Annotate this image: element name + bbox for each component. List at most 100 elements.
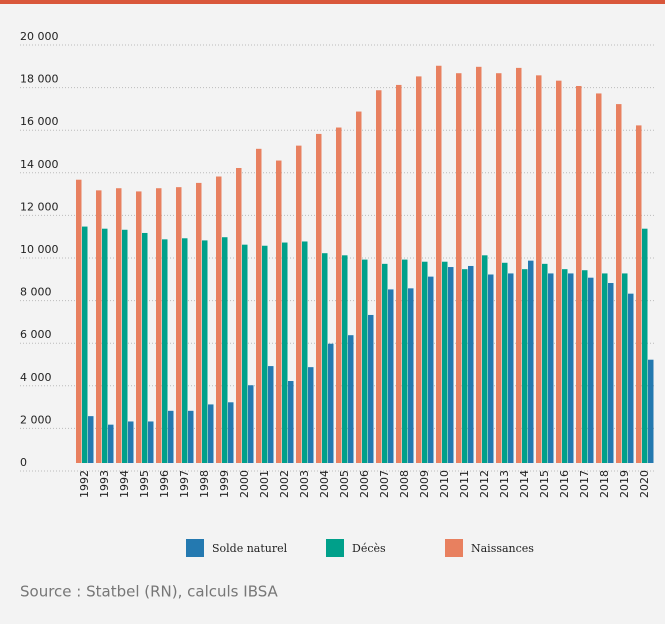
bar: [328, 343, 334, 463]
bar: [408, 288, 414, 463]
bar: [222, 237, 228, 463]
bar: [188, 410, 194, 463]
y-tick-label: 10 000: [20, 243, 59, 256]
y-tick-label: 18 000: [20, 73, 59, 86]
bar: [102, 228, 108, 463]
bar: [522, 269, 528, 463]
x-tick-label: 1996: [158, 470, 171, 498]
legend-label: Décès: [352, 542, 386, 555]
x-tick-label: 2013: [498, 470, 511, 498]
bar: [568, 273, 574, 463]
legend-label: Naissances: [471, 542, 534, 555]
bar: [202, 240, 208, 463]
bar: [342, 255, 348, 463]
bar: [76, 179, 82, 463]
x-tick-label: 2009: [418, 470, 431, 498]
bar: [576, 85, 582, 464]
bar: [82, 226, 88, 463]
x-tick-label: 1999: [218, 470, 231, 498]
bar: [376, 90, 382, 463]
bar: [516, 67, 522, 463]
legend-swatch: [186, 539, 204, 557]
bar: [428, 276, 434, 463]
bar: [536, 75, 542, 463]
bar: [136, 191, 142, 464]
y-tick-label: 4 000: [20, 371, 52, 384]
bar: [362, 259, 368, 463]
y-tick-label: 6 000: [20, 328, 52, 341]
bar: [416, 76, 422, 463]
bar: [528, 260, 534, 463]
bar: [488, 274, 494, 463]
bar: [482, 255, 488, 463]
x-tick-label: 2010: [438, 470, 451, 498]
bar: [602, 273, 608, 463]
bar: [356, 111, 362, 464]
source: Source : Statbel (RN), calculs IBSA: [20, 583, 279, 601]
bar: [282, 242, 288, 463]
x-tick-label: 1995: [138, 470, 151, 498]
y-tick-label: 20 000: [20, 30, 59, 43]
x-tick-label: 2002: [278, 470, 291, 498]
x-tick-label: 2014: [518, 470, 531, 498]
bar: [442, 261, 448, 463]
legend-swatch: [445, 539, 463, 557]
y-tick-label: 12 000: [20, 200, 59, 213]
x-tick-label: 2000: [238, 470, 251, 498]
x-tick-label: 1994: [118, 470, 131, 498]
bar: [208, 404, 214, 463]
bar: [148, 421, 154, 463]
bar: [476, 66, 482, 463]
x-tick-label: 2011: [458, 470, 471, 498]
bar: [396, 84, 402, 464]
y-tick-label: 2 000: [20, 413, 52, 426]
bar: [456, 73, 462, 464]
bar: [402, 259, 408, 463]
bar: [462, 269, 468, 463]
bar: [322, 253, 328, 463]
bar: [156, 188, 162, 464]
bar: [308, 367, 314, 463]
x-tick-label: 2005: [338, 470, 351, 498]
y-tick-label: 16 000: [20, 115, 59, 128]
bar: [448, 267, 454, 463]
bar: [562, 269, 568, 463]
y-tick-label: 0: [20, 456, 27, 469]
bar: [608, 283, 614, 463]
top-border: [0, 0, 665, 4]
x-tick-label: 2003: [298, 470, 311, 498]
bar: [256, 148, 262, 463]
bar: [268, 366, 274, 463]
bar: [128, 421, 134, 463]
x-tick-label: 1993: [98, 470, 111, 498]
x-tick-label: 1998: [198, 470, 211, 498]
bar: [248, 385, 254, 463]
x-tick-label: 2007: [378, 470, 391, 498]
bar: [336, 127, 342, 464]
bar: [382, 263, 388, 463]
y-tick-label: 14 000: [20, 158, 59, 171]
bar: [508, 273, 514, 463]
bar: [422, 261, 428, 463]
bar: [228, 402, 234, 463]
x-tick-label: 2012: [478, 470, 491, 498]
bar: [496, 73, 502, 464]
bar: [548, 273, 554, 463]
x-tick-label: 2020: [638, 470, 651, 498]
bar: [236, 167, 242, 463]
y-tick-label: 8 000: [20, 286, 52, 299]
bar: [176, 187, 182, 464]
x-tick-label: 2018: [598, 470, 611, 498]
bar: [616, 104, 622, 463]
bar: [368, 314, 374, 463]
x-tick-label: 1992: [78, 470, 91, 498]
bar: [588, 277, 594, 463]
legend-label: Solde naturel: [212, 542, 288, 555]
bar: [162, 239, 168, 463]
bar: [596, 93, 602, 463]
x-tick-label: 2008: [398, 470, 411, 498]
bar: [88, 416, 94, 463]
bar: [556, 80, 562, 463]
